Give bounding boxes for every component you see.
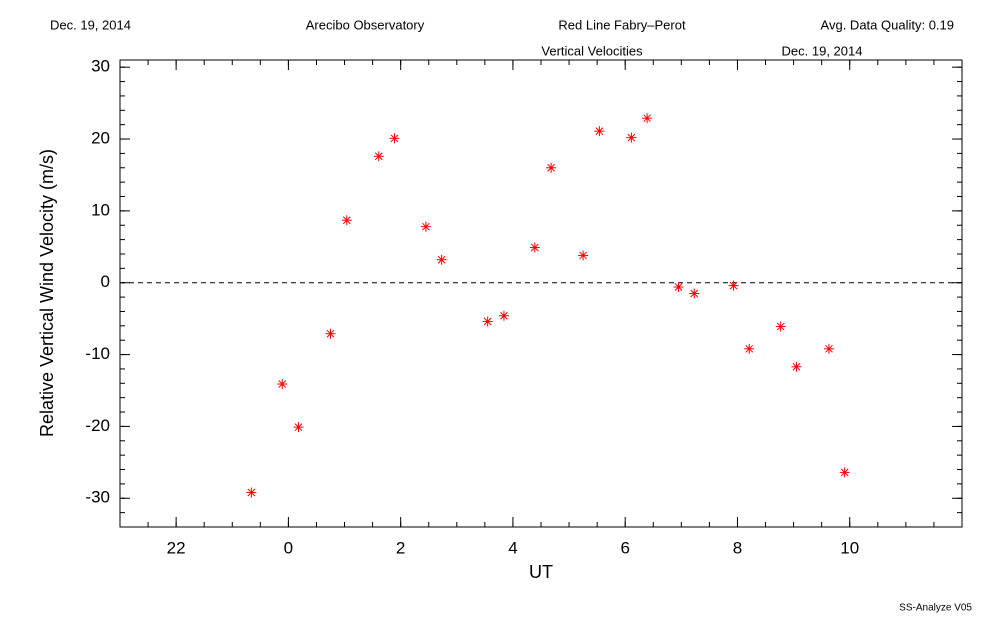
y-tick-label: 30 [91, 57, 110, 76]
data-point [689, 288, 700, 299]
data-point [728, 280, 739, 291]
asterisk-stroke [729, 281, 738, 290]
asterisk-stroke [294, 423, 303, 431]
y-tick-label: 0 [101, 272, 110, 291]
header-instrument: Red Line Fabry–Perot [558, 17, 686, 32]
data-point [839, 467, 850, 478]
chart-subtitle: Dec. 19, 2014 [782, 43, 863, 58]
data-point [578, 250, 589, 261]
asterisk-stroke [792, 362, 801, 371]
data-point [341, 215, 352, 226]
asterisk-stroke [374, 152, 383, 161]
asterisk-stroke [776, 322, 785, 331]
asterisk-stroke [530, 243, 539, 252]
asterisk-stroke [745, 344, 754, 353]
asterisk-stroke [437, 255, 446, 264]
y-tick-label: -20 [85, 416, 110, 435]
asterisk-stroke [278, 380, 287, 388]
data-point [293, 422, 304, 433]
asterisk-stroke [690, 289, 699, 298]
asterisk-stroke [674, 283, 683, 291]
header-date: Dec. 19, 2014 [50, 17, 131, 32]
y-tick-label: -30 [85, 488, 110, 507]
data-point [277, 379, 288, 390]
data-point [325, 328, 336, 339]
asterisk-stroke [342, 216, 351, 225]
y-tick-label: -10 [85, 344, 110, 363]
x-tick-label: 4 [508, 538, 517, 557]
x-tick-label: 0 [284, 538, 293, 557]
header-quality: Avg. Data Quality: 0.19 [821, 17, 954, 32]
footer: SS-Analyze V05 [899, 603, 972, 614]
data-point [246, 487, 257, 498]
asterisk-stroke [483, 317, 492, 326]
x-tick-label: 22 [167, 538, 186, 557]
asterisk-stroke [247, 488, 256, 497]
data-point [594, 126, 605, 137]
data-point [775, 321, 786, 332]
y-axis-label: Relative Vertical Wind Velocity (m/s) [37, 149, 57, 437]
data-point [420, 221, 431, 232]
data-point [482, 316, 493, 327]
asterisk-stroke [326, 329, 335, 338]
data-point [791, 361, 802, 372]
data-point [626, 132, 637, 143]
asterisk-stroke [643, 114, 651, 123]
asterisk-stroke [627, 133, 636, 142]
data-point [436, 254, 447, 265]
x-tick-label: 2 [396, 538, 405, 557]
asterisk-stroke [500, 311, 508, 320]
data-point [529, 242, 540, 253]
x-tick-label: 8 [733, 538, 742, 557]
data-point [823, 343, 834, 354]
data-point [373, 151, 384, 162]
data-point [673, 282, 684, 293]
x-tick-label: 10 [840, 538, 859, 557]
y-tick-label: 20 [91, 129, 110, 148]
y-tick-label: 10 [91, 200, 110, 219]
data-point [498, 310, 509, 321]
chart-title: Vertical Velocities [541, 43, 643, 58]
header-site: Arecibo Observatory [306, 17, 425, 32]
data-point [642, 113, 653, 124]
asterisk-stroke [390, 134, 399, 143]
data-point [744, 343, 755, 354]
asterisk-stroke [422, 222, 430, 231]
x-tick-label: 6 [620, 538, 629, 557]
asterisk-stroke [840, 468, 849, 477]
asterisk-stroke [825, 344, 833, 353]
data-point [546, 162, 557, 173]
asterisk-stroke [595, 127, 604, 135]
asterisk-stroke [579, 251, 587, 260]
asterisk-stroke [547, 163, 555, 172]
x-axis-label: UT [529, 562, 553, 582]
data-point [389, 133, 400, 144]
